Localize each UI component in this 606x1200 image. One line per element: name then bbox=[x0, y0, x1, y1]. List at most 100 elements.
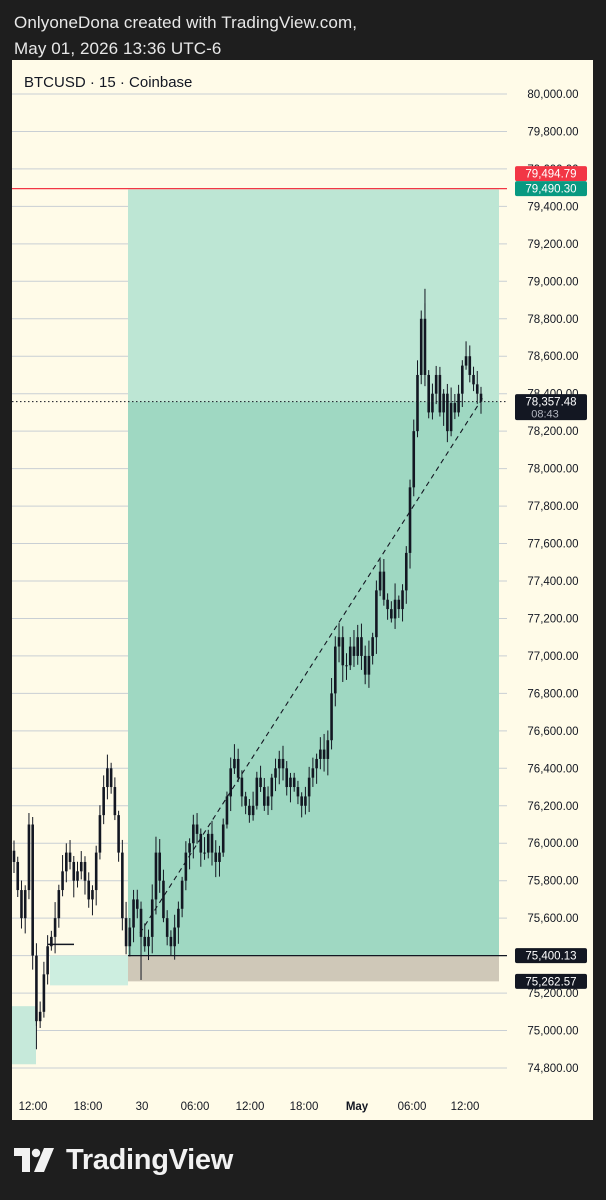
time-tick-label: 18:00 bbox=[290, 1101, 319, 1113]
current-price-tag-bg bbox=[515, 394, 587, 421]
candle-body bbox=[12, 850, 16, 862]
target-price-tag-bg bbox=[515, 181, 587, 197]
candle-body bbox=[162, 880, 165, 919]
candle-body bbox=[50, 936, 53, 947]
symbol-label: BTCUSD · 15 · Coinbase bbox=[24, 74, 193, 91]
time-tick-label: 18:00 bbox=[74, 1101, 103, 1113]
candle-body bbox=[72, 861, 76, 881]
candle-body bbox=[356, 637, 360, 656]
candle-body bbox=[177, 908, 180, 928]
price-tick-label: 79,400.00 bbox=[527, 201, 578, 213]
price-tick-label: 77,000.00 bbox=[527, 651, 578, 663]
candle-body bbox=[117, 815, 120, 853]
candle-body bbox=[57, 890, 61, 919]
stop-price-tag: 75,262.57 bbox=[525, 976, 576, 988]
candle-body bbox=[192, 824, 195, 844]
trend-line-layer bbox=[139, 397, 484, 934]
candle-body bbox=[42, 974, 46, 1012]
stop-price-tag-bg bbox=[515, 973, 587, 989]
candle-body bbox=[333, 646, 337, 694]
price-chart[interactable]: 74,800.0075,000.0075,200.0075,400.0075,6… bbox=[12, 60, 593, 1120]
candle-body bbox=[195, 824, 199, 834]
price-tick-label: 79,000.00 bbox=[527, 276, 578, 288]
candle-body bbox=[322, 749, 326, 759]
candle-body bbox=[277, 758, 281, 769]
candle-body bbox=[315, 758, 318, 769]
price-tick-label: 80,000.00 bbox=[527, 89, 578, 101]
candle-body bbox=[121, 852, 124, 919]
candle-body bbox=[461, 365, 464, 394]
alert-price-tag-bg bbox=[515, 166, 587, 182]
candle-body bbox=[360, 637, 363, 656]
candle-body bbox=[475, 384, 479, 394]
candle-body bbox=[319, 749, 322, 759]
candle-body bbox=[180, 880, 184, 909]
current-price-tag-countdown: 08:43 bbox=[531, 409, 559, 421]
entry-price-tag-bg bbox=[515, 948, 587, 964]
price-tick-label: 76,000.00 bbox=[527, 838, 578, 850]
price-tick-label: 77,200.00 bbox=[527, 613, 578, 625]
candle-body bbox=[169, 936, 173, 947]
candle-body bbox=[307, 777, 311, 797]
candle-body bbox=[20, 890, 23, 919]
candle-body bbox=[382, 571, 386, 600]
candle-body bbox=[446, 393, 449, 432]
candle-body bbox=[102, 787, 105, 816]
candle-body bbox=[251, 805, 255, 816]
price-tick-label: 76,400.00 bbox=[527, 763, 578, 775]
candle-body bbox=[292, 777, 296, 788]
footer-brand: TradingView bbox=[66, 1143, 233, 1176]
candle-body bbox=[281, 758, 285, 769]
candle-body bbox=[128, 927, 132, 947]
candle-body bbox=[236, 758, 240, 778]
price-tick-label: 78,000.00 bbox=[527, 464, 578, 476]
candle-body bbox=[65, 852, 68, 872]
stop-zone bbox=[128, 955, 499, 982]
candle-body bbox=[416, 374, 419, 432]
tradingview-logo-icon bbox=[14, 1148, 54, 1172]
price-tick-label: 75,600.00 bbox=[527, 913, 578, 925]
candle-body bbox=[240, 777, 244, 797]
prior-zone-left bbox=[12, 1006, 36, 1065]
chart-frame[interactable]: BTCUSD · 15 · Coinbase 74,800.00 75,000.0… bbox=[12, 60, 593, 1120]
price-tick-label: 77,800.00 bbox=[527, 501, 578, 513]
candle-body bbox=[61, 871, 64, 891]
candle-body bbox=[106, 768, 109, 788]
time-tick-label: 06:00 bbox=[181, 1101, 210, 1113]
price-tick-label: 75,200.00 bbox=[527, 988, 578, 1000]
candle-body bbox=[345, 665, 348, 667]
price-tick-label: 76,200.00 bbox=[527, 801, 578, 813]
candle-body bbox=[431, 393, 434, 413]
candle-body bbox=[83, 861, 87, 881]
candle-body bbox=[94, 852, 98, 891]
target-price-tag: 79,490.30 bbox=[525, 184, 576, 196]
target-zone bbox=[128, 189, 499, 402]
price-tick-label: 74,800.00 bbox=[527, 1063, 578, 1075]
candle-body bbox=[98, 815, 102, 853]
candle-body bbox=[31, 824, 34, 956]
candle-body bbox=[53, 918, 57, 937]
candle-body bbox=[218, 852, 221, 862]
candle-body bbox=[434, 374, 438, 394]
price-tick-label: 79,200.00 bbox=[527, 239, 578, 251]
price-tick-label: 75,800.00 bbox=[527, 876, 578, 888]
candle-body bbox=[378, 571, 382, 591]
candle-body bbox=[375, 590, 378, 638]
candle-body bbox=[393, 599, 397, 619]
header-date: May 01, 2026 13:36 UTC-6 bbox=[14, 39, 222, 58]
candle-body bbox=[158, 852, 162, 881]
candle-body bbox=[46, 946, 49, 975]
time-axis: 12:00 18:00 30 06:00 12:00 18:00 May 06:00 12:00 bbox=[19, 1101, 480, 1113]
candle-body bbox=[304, 796, 307, 806]
price-tick-label: 78,800.00 bbox=[527, 314, 578, 326]
candle-body bbox=[330, 693, 333, 741]
candle-body bbox=[352, 646, 356, 656]
trend-line[interactable] bbox=[139, 397, 484, 934]
price-tick-label: 78,600.00 bbox=[527, 351, 578, 363]
candle-body bbox=[27, 824, 31, 891]
prior-zone bbox=[50, 955, 128, 986]
price-tick-label: 75,000.00 bbox=[527, 1026, 578, 1038]
time-tick-label: 12:00 bbox=[236, 1101, 265, 1113]
candle-body bbox=[143, 936, 147, 947]
candle-body bbox=[139, 908, 143, 937]
